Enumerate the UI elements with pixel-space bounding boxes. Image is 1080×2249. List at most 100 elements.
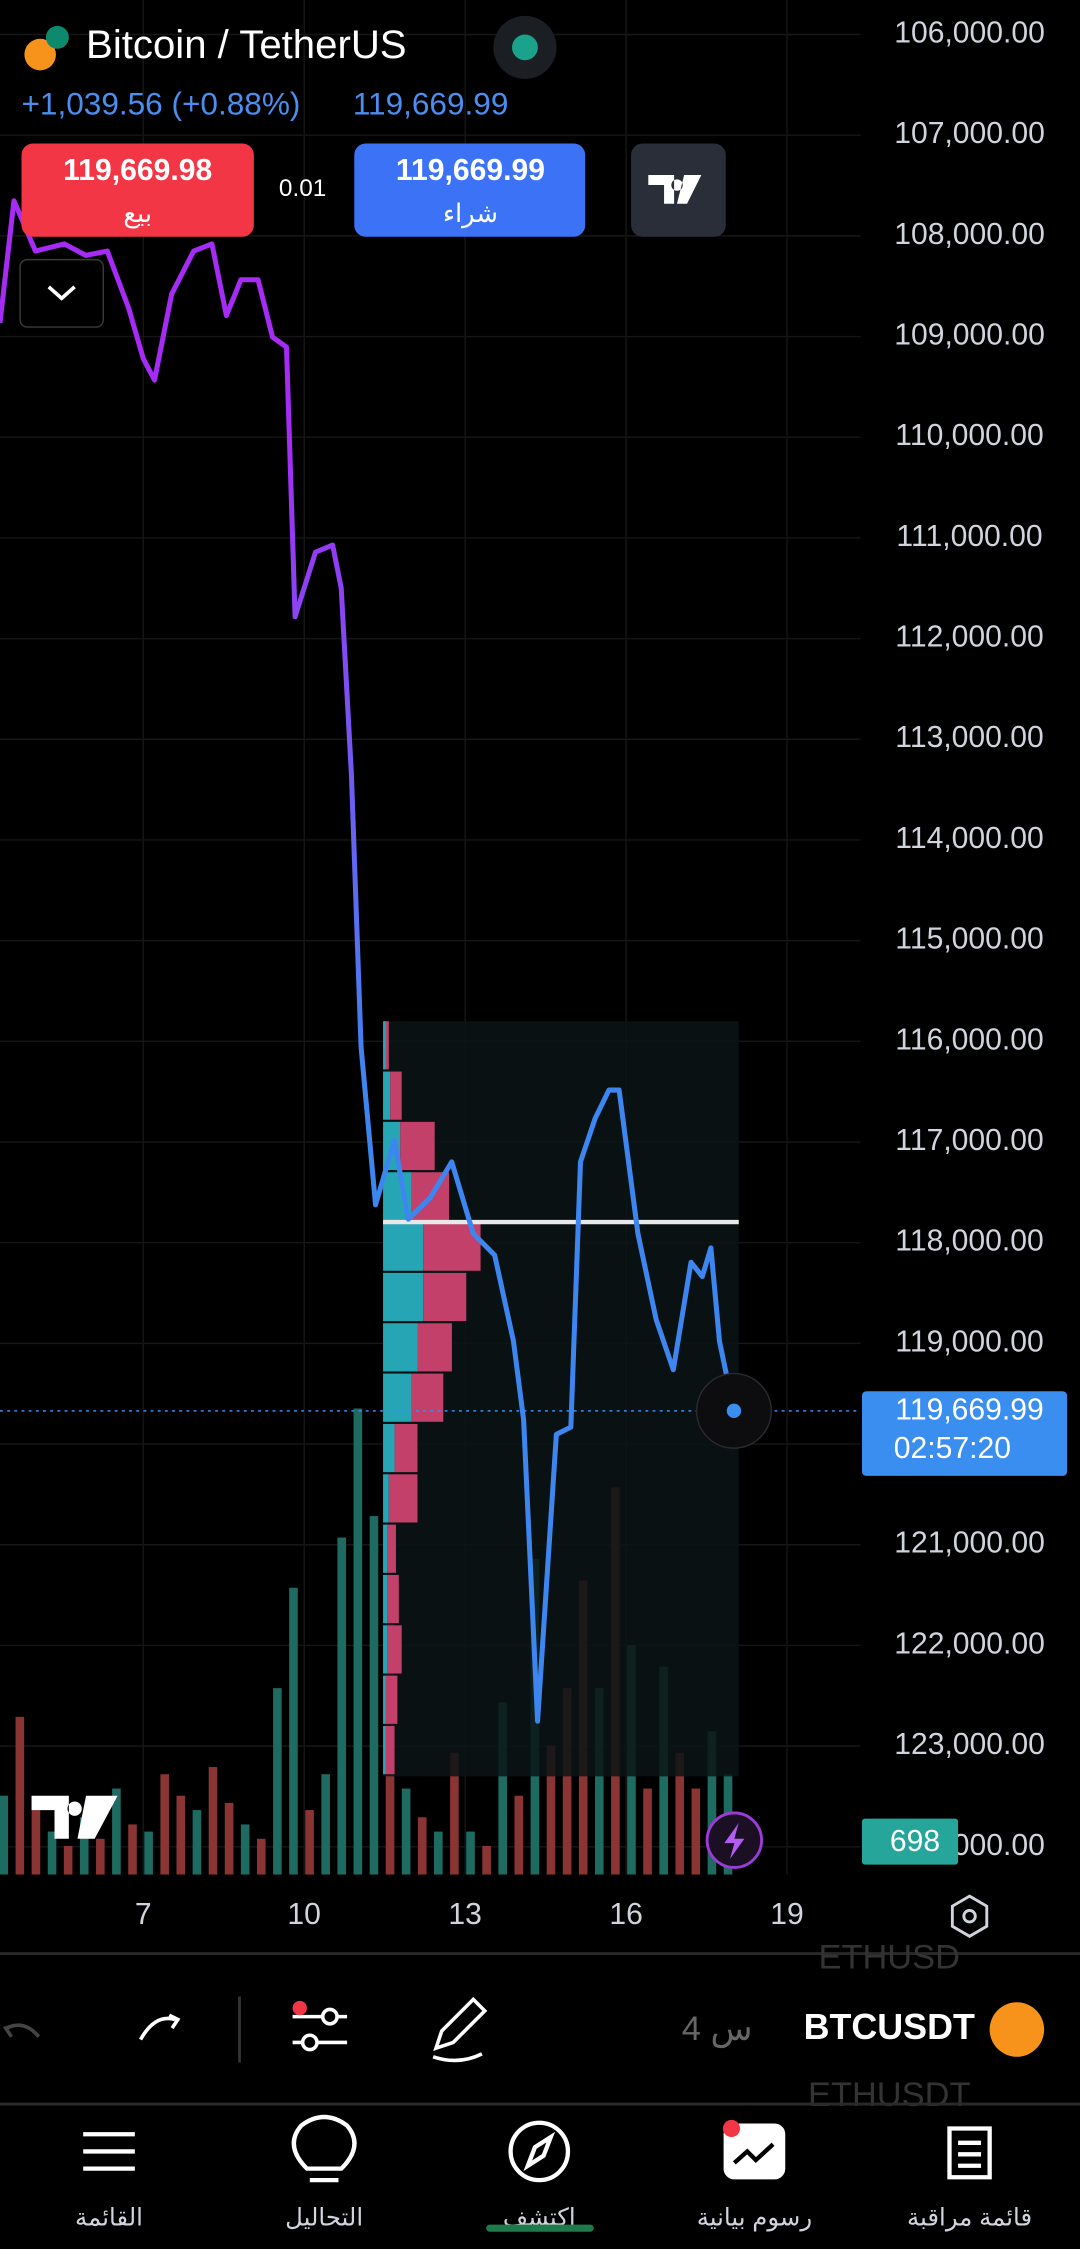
volume-bar bbox=[514, 1795, 524, 1875]
profile-up bbox=[383, 1574, 388, 1624]
volume-bar bbox=[192, 1810, 202, 1875]
volume-bar bbox=[176, 1795, 186, 1875]
volume-bar bbox=[208, 1767, 218, 1875]
nav: القائمة التحاليل اكتشف رسوم بيانية قائمة مرا… bbox=[75, 2204, 1032, 2231]
volume-bar bbox=[450, 1752, 459, 1875]
y-tick-label: 110,000.00 bbox=[895, 419, 1043, 452]
profile-up bbox=[383, 1423, 395, 1473]
volume-bar bbox=[675, 1752, 685, 1875]
symbol-title[interactable]: Bitcoin / TetherUS bbox=[86, 22, 407, 67]
profile-up bbox=[383, 1524, 388, 1573]
last-price-label: 119,669.99 bbox=[895, 1393, 1043, 1426]
volume-bar bbox=[224, 1802, 234, 1875]
header-price: 119,669.99 bbox=[353, 86, 509, 122]
volume-bar bbox=[96, 1838, 105, 1875]
nav-label[interactable]: قائمة مراقبة bbox=[907, 2204, 1032, 2231]
symbol-below[interactable]: ETHUSDT bbox=[808, 2076, 970, 2114]
y-tick-label: 113,000.00 bbox=[895, 721, 1043, 754]
volume-bar bbox=[707, 1731, 717, 1875]
volume-bar bbox=[546, 1745, 556, 1875]
profile-down bbox=[394, 1423, 418, 1473]
x-tick-label: 13 bbox=[448, 1898, 481, 1931]
settings-icon-center bbox=[962, 1909, 977, 1924]
time-axis: 7 10 13 16 19 bbox=[135, 1898, 804, 1931]
profile-down bbox=[385, 1726, 395, 1775]
volume-bar bbox=[498, 1702, 508, 1875]
volume-bar bbox=[160, 1774, 170, 1875]
chart-icon[interactable] bbox=[723, 2123, 786, 2180]
nav-label[interactable]: التحاليل bbox=[285, 2204, 363, 2231]
active-tab-indicator bbox=[486, 2224, 594, 2232]
volume-bar bbox=[0, 1795, 9, 1875]
ideas-icon[interactable] bbox=[291, 2114, 357, 2183]
chart-icon-line bbox=[732, 2142, 775, 2165]
countdown: 02:57:20 bbox=[894, 1432, 1011, 1465]
symbol-icon bbox=[989, 2002, 1045, 2057]
profile-up bbox=[383, 1675, 386, 1724]
interval[interactable]: 4 س bbox=[682, 2010, 753, 2048]
volume-bar bbox=[691, 1788, 701, 1875]
watchlist-icon[interactable] bbox=[947, 2126, 992, 2180]
volume-bar bbox=[643, 1788, 652, 1875]
volume-bar bbox=[47, 1831, 57, 1875]
volume-bar bbox=[79, 1817, 89, 1875]
volume-bar bbox=[256, 1838, 266, 1875]
volume-box bbox=[861, 1818, 959, 1865]
profile-down bbox=[387, 1524, 396, 1573]
plot bbox=[0, 198, 861, 1875]
volume-bar bbox=[63, 1845, 73, 1875]
explore-needle bbox=[523, 2131, 556, 2172]
redo-icon[interactable] bbox=[138, 2013, 181, 2041]
volume-bar bbox=[353, 1408, 363, 1875]
profile-down bbox=[423, 1272, 467, 1322]
indicators-icon[interactable] bbox=[292, 2007, 348, 2052]
nav-label[interactable]: رسوم بيانية bbox=[697, 2204, 812, 2231]
volume-bar bbox=[562, 1688, 572, 1875]
y-tick-label: 116,000.00 bbox=[895, 1023, 1043, 1056]
volume-bar bbox=[15, 1716, 25, 1875]
volume-bar bbox=[128, 1824, 137, 1875]
collapse-button[interactable] bbox=[19, 258, 104, 328]
sell-button[interactable] bbox=[21, 143, 254, 237]
explore-icon[interactable] bbox=[508, 2120, 571, 2183]
undo-icon[interactable] bbox=[2, 2023, 41, 2038]
volume-bar bbox=[321, 1774, 330, 1875]
profile-down bbox=[388, 1474, 418, 1523]
indicator-dot bbox=[292, 2000, 307, 2016]
profile-down bbox=[400, 1121, 435, 1171]
sell-price: 119,669.98 bbox=[63, 154, 212, 187]
y-tick-label: 106,000.00 bbox=[894, 16, 1045, 49]
market-status-dot bbox=[512, 34, 538, 61]
draw-icon[interactable] bbox=[432, 1996, 488, 2063]
volume-bar bbox=[434, 1831, 443, 1875]
volume-bar bbox=[337, 1537, 347, 1875]
x-tick-label: 19 bbox=[770, 1898, 804, 1931]
symbol-above[interactable]: ETHUSD bbox=[819, 1938, 960, 1976]
settings-icon[interactable] bbox=[950, 1894, 989, 1938]
profile-up bbox=[383, 1021, 386, 1070]
profile-up bbox=[383, 1373, 412, 1422]
buy-price: 119,669.99 bbox=[396, 154, 545, 187]
symbol[interactable]: BTCUSDT bbox=[804, 2007, 975, 2047]
buy-button[interactable] bbox=[354, 143, 586, 237]
buy-label: شراء bbox=[443, 200, 498, 229]
profile-down bbox=[390, 1071, 402, 1120]
y-tick-label: 108,000.00 bbox=[894, 218, 1045, 251]
volume-bar bbox=[31, 1810, 41, 1875]
volume-bar bbox=[289, 1587, 298, 1875]
profile-up bbox=[383, 1272, 424, 1322]
tv-watermark bbox=[31, 1795, 118, 1839]
menu-icon[interactable] bbox=[83, 2132, 135, 2171]
last-point bbox=[726, 1403, 742, 1419]
y-tick-label: 123,000.00 bbox=[894, 1728, 1045, 1761]
profile-down bbox=[385, 1021, 389, 1070]
x-tick-label: 7 bbox=[135, 1898, 152, 1931]
btc-icon bbox=[24, 38, 56, 71]
y-tick-label: 122,000.00 bbox=[894, 1627, 1045, 1660]
x-tick-label: 10 bbox=[287, 1898, 321, 1931]
y-tick-label: 119,000.00 bbox=[895, 1325, 1043, 1358]
nav-label[interactable]: القائمة bbox=[75, 2204, 143, 2231]
volume-bar bbox=[369, 1516, 379, 1875]
